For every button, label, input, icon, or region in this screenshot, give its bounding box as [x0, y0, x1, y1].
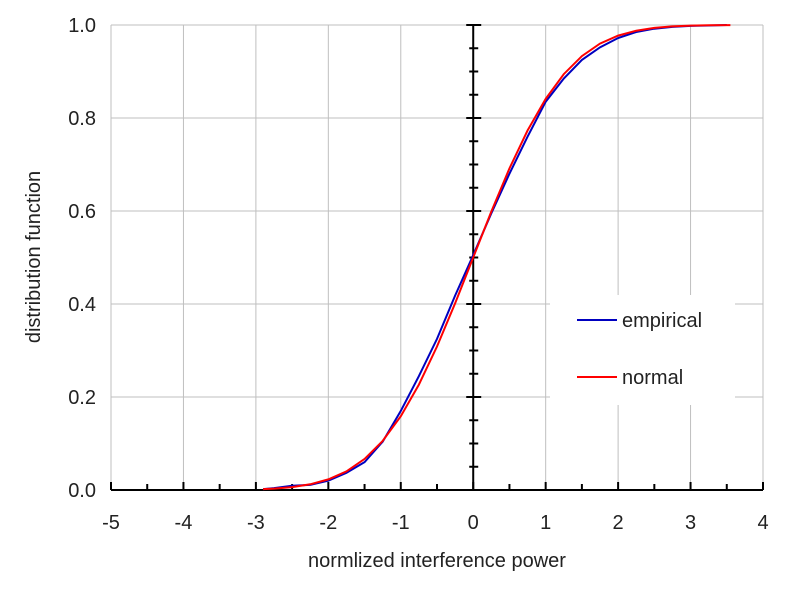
x-tick-label: 2 [613, 512, 624, 534]
legend: empirical normal [550, 295, 735, 405]
y-axis-label: distribution function [23, 171, 45, 343]
x-tick-label: -5 [102, 512, 120, 534]
y-tick-label: 0.6 [68, 201, 96, 223]
x-tick-label: 0 [468, 512, 479, 534]
legend-label-empirical: empirical [622, 310, 702, 332]
series-line-normal [263, 24, 731, 491]
x-tick-label: 3 [685, 512, 696, 534]
series-lines [263, 24, 731, 491]
series-line-empirical [263, 24, 727, 491]
legend-label-normal: normal [622, 367, 683, 389]
y-tick-label: 0.4 [68, 294, 96, 316]
y-tick-label: 0.0 [68, 480, 96, 502]
y-tick-label: 0.2 [68, 387, 96, 409]
x-tick-label: -3 [247, 512, 265, 534]
grid [110, 24, 764, 491]
y-tick-label: 0.8 [68, 108, 96, 130]
x-axis-label: normlized interference power [308, 550, 566, 572]
x-tick-label: -2 [319, 512, 337, 534]
axes: -5 -4 -3 -2 -1 0 1 2 3 4 0.0 0.2 0.4 0.6 0.8 1.0 [68, 15, 768, 534]
x-tick-label: 4 [757, 512, 768, 534]
y-tick-label: 1.0 [68, 15, 96, 37]
x-tick-label: 1 [540, 512, 551, 534]
x-tick-label: -1 [392, 512, 410, 534]
x-tick-label: -4 [175, 512, 193, 534]
